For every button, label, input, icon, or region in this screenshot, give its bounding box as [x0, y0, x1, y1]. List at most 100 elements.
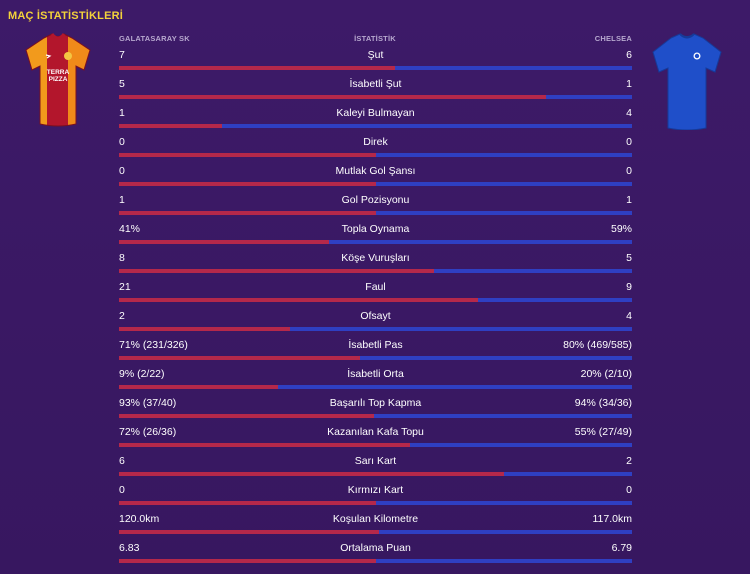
home-kit-sponsor-line2: PIZZA: [49, 76, 68, 83]
away-bar-fill: [376, 559, 632, 563]
home-bar-fill: [119, 443, 410, 447]
stat-row: 41% Topla Oynama 59%: [119, 220, 632, 249]
away-bar-fill: [378, 530, 632, 534]
stat-row: 8 Köşe Vuruşları 5: [119, 249, 632, 278]
comparison-bar: [119, 269, 632, 273]
home-bar-fill: [119, 530, 379, 534]
home-value: 93% (37/40): [119, 397, 177, 409]
away-value: 1: [626, 194, 632, 206]
stat-row: 6.83 Ortalama Puan 6.79: [119, 539, 632, 568]
away-bar-fill: [375, 153, 632, 157]
comparison-bar: [119, 182, 632, 186]
home-bar-fill: [119, 559, 376, 563]
stat-label: Mutlak Gol Şansı: [335, 165, 416, 177]
stat-row: 0 Mutlak Gol Şansı 0: [119, 162, 632, 191]
stat-row: 1 Kaleyi Bulmayan 4: [119, 104, 632, 133]
home-value: 6.83: [119, 542, 140, 554]
away-bar-fill: [375, 182, 632, 186]
home-value: 21: [119, 281, 131, 293]
stat-label: Kırmızı Kart: [347, 484, 404, 496]
home-bar-fill: [119, 501, 376, 505]
stat-column-header: İSTATİSTİK: [354, 34, 396, 43]
stat-row: 9% (2/22) İsabetli Orta 20% (2/10): [119, 365, 632, 394]
home-value: 0: [119, 136, 125, 148]
stat-row: 0 Kırmızı Kart 0: [119, 481, 632, 510]
stat-row: 72% (26/36) Kazanılan Kafa Topu 55% (27/…: [119, 423, 632, 452]
home-bar-fill: [119, 211, 376, 215]
away-bar-fill: [409, 443, 632, 447]
away-bar-fill: [394, 66, 632, 70]
away-value: 80% (469/585): [563, 339, 632, 351]
home-bar-fill: [119, 240, 330, 244]
home-value: 2: [119, 310, 125, 322]
away-value: 94% (34/36): [574, 397, 632, 409]
stat-row: 5 İsabetli Şut 1: [119, 75, 632, 104]
stat-label: Topla Oynama: [341, 223, 410, 235]
home-value: 72% (26/36): [119, 426, 177, 438]
home-value: 0: [119, 165, 125, 177]
comparison-bar: [119, 472, 632, 476]
away-value: 1: [626, 78, 632, 90]
stat-row: 2 Ofsayt 4: [119, 307, 632, 336]
comparison-bar: [119, 501, 632, 505]
stat-label: Kaleyi Bulmayan: [336, 107, 415, 119]
home-bar-fill: [119, 385, 279, 389]
away-bar-fill: [373, 414, 632, 418]
home-bar-fill: [119, 414, 374, 418]
away-value: 9: [626, 281, 632, 293]
comparison-bar: [119, 211, 632, 215]
home-bar-fill: [119, 124, 222, 128]
away-bar-fill: [434, 269, 632, 273]
home-value: 41%: [119, 223, 141, 235]
comparison-bar: [119, 124, 632, 128]
stat-label: İsabetli Pas: [348, 339, 403, 351]
home-value: 8: [119, 252, 125, 264]
away-team-name: CHELSEA: [594, 34, 632, 43]
home-value: 120.0km: [119, 513, 160, 525]
away-bar-fill: [503, 472, 632, 476]
away-bar-fill: [478, 298, 632, 302]
comparison-bar: [119, 240, 632, 244]
away-bar-fill: [375, 211, 632, 215]
stats-list: 7 Şut 6 5 İsabetli Şut 1 1 Kaleyi Bulmay…: [119, 46, 632, 568]
stat-row: 21 Faul 9: [119, 278, 632, 307]
comparison-bar: [119, 356, 632, 360]
comparison-bar: [119, 414, 632, 418]
home-team-name: GALATASARAY SK: [119, 34, 190, 43]
away-value: 55% (27/49): [574, 426, 632, 438]
comparison-bar: [119, 298, 632, 302]
away-bar-fill: [375, 501, 632, 505]
comparison-bar: [119, 327, 632, 331]
comparison-bar: [119, 385, 632, 389]
stat-row: 0 Direk 0: [119, 133, 632, 162]
home-bar-fill: [119, 269, 435, 273]
stat-label: Ortalama Puan: [340, 542, 411, 554]
stat-row: 71% (231/326) İsabetli Pas 80% (469/585): [119, 336, 632, 365]
stat-label: Faul: [365, 281, 386, 293]
stat-label: İsabetli Şut: [349, 78, 402, 90]
home-bar-fill: [119, 327, 290, 331]
away-bar-fill: [329, 240, 632, 244]
home-bar-fill: [119, 356, 361, 360]
away-value: 6: [626, 49, 632, 61]
home-team-kit: TERRA PIZZA: [18, 30, 98, 130]
stat-label: Koşulan Kilometre: [332, 513, 419, 525]
stat-label: Kazanılan Kafa Topu: [327, 426, 424, 438]
away-value: 6.79: [611, 542, 632, 554]
home-value: 6: [119, 455, 125, 467]
comparison-bar: [119, 153, 632, 157]
home-value: 1: [119, 194, 125, 206]
home-bar-fill: [119, 182, 376, 186]
home-bar-fill: [119, 472, 504, 476]
home-kit-sponsor-line1: TERRA: [47, 69, 70, 76]
away-bar-fill: [221, 124, 632, 128]
away-value: 59%: [610, 223, 632, 235]
home-value: 7: [119, 49, 125, 61]
comparison-bar: [119, 530, 632, 534]
comparison-bar: [119, 559, 632, 563]
stat-row: 120.0km Koşulan Kilometre 117.0km: [119, 510, 632, 539]
home-bar-fill: [119, 153, 376, 157]
stat-row: 7 Şut 6: [119, 46, 632, 75]
comparison-bar: [119, 443, 632, 447]
away-value: 117.0km: [592, 513, 633, 525]
